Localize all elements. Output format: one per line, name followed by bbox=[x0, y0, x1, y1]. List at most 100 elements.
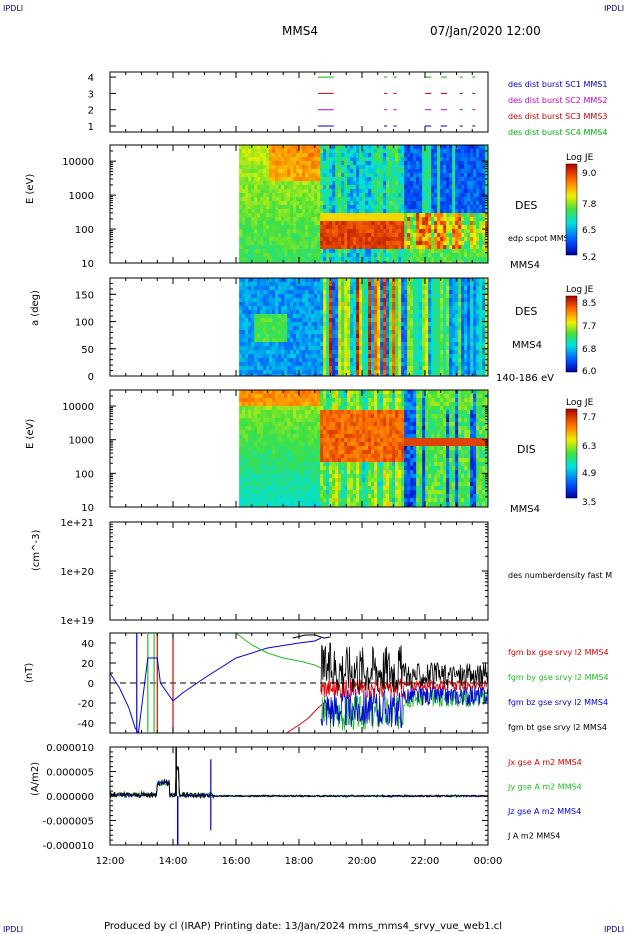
heat-cell bbox=[389, 205, 393, 210]
heat-cell bbox=[248, 237, 252, 242]
heat-cell bbox=[335, 290, 339, 295]
heat-cell bbox=[443, 237, 447, 242]
heat-cell bbox=[371, 221, 375, 226]
heat-cell bbox=[476, 346, 480, 351]
heat-cell bbox=[410, 257, 414, 262]
heat-cell bbox=[449, 338, 453, 343]
heat-cell bbox=[308, 282, 312, 287]
heat-cell bbox=[383, 161, 387, 166]
heat-cell bbox=[449, 193, 453, 198]
heat-cell bbox=[374, 354, 378, 359]
heat-cell bbox=[377, 209, 381, 214]
heat-cell bbox=[467, 245, 471, 250]
heat-cell bbox=[305, 306, 309, 311]
heat-cell bbox=[239, 298, 243, 303]
heat-cell bbox=[260, 225, 264, 230]
heat-cell bbox=[269, 233, 273, 238]
heat-cell bbox=[242, 482, 246, 487]
heat-cell bbox=[398, 338, 402, 343]
heat-cell bbox=[374, 249, 378, 254]
heat-cell bbox=[452, 197, 456, 202]
heat-cell bbox=[275, 334, 279, 339]
heat-cell bbox=[377, 318, 381, 323]
heat-cell bbox=[485, 249, 488, 254]
heat-cell bbox=[470, 302, 474, 307]
heat-cell bbox=[278, 165, 282, 170]
heat-cell bbox=[341, 157, 345, 162]
heat-cell bbox=[314, 253, 318, 258]
heat-cell bbox=[302, 161, 306, 166]
heat-cell bbox=[308, 290, 312, 295]
heat-cell bbox=[479, 330, 483, 335]
heat-cell bbox=[323, 318, 327, 323]
heat-cell bbox=[362, 306, 366, 311]
heat-cell bbox=[353, 225, 357, 230]
heat-cell bbox=[467, 209, 471, 214]
heat-cell bbox=[305, 346, 309, 351]
heat-cell bbox=[431, 209, 435, 214]
heat-cell bbox=[311, 286, 315, 291]
heat-cell bbox=[353, 165, 357, 170]
heat-cell bbox=[419, 213, 423, 218]
heat-cell bbox=[269, 310, 273, 315]
heat-cell bbox=[380, 306, 384, 311]
heat-cell bbox=[326, 314, 330, 319]
heat-cell bbox=[353, 306, 357, 311]
heat-cell bbox=[266, 286, 270, 291]
heat-cell bbox=[428, 229, 432, 234]
heat-cell bbox=[341, 253, 345, 258]
heat-cell bbox=[338, 157, 342, 162]
heat-cell bbox=[260, 294, 264, 299]
heat-cell bbox=[254, 253, 258, 258]
heat-cell bbox=[320, 149, 324, 154]
heat-cell bbox=[353, 197, 357, 202]
heat-cell bbox=[323, 157, 327, 162]
heat-cell bbox=[359, 201, 363, 206]
heat-cell bbox=[479, 354, 483, 359]
heat-cell bbox=[248, 278, 252, 283]
heat-cell bbox=[398, 237, 402, 242]
heat-cell bbox=[278, 201, 282, 206]
heat-cell bbox=[404, 197, 408, 202]
heat-cell bbox=[473, 298, 477, 303]
heat-cell bbox=[335, 233, 339, 238]
colorbar-tick: 6.5 bbox=[582, 226, 596, 236]
heat-cell bbox=[359, 153, 363, 158]
heat-cell bbox=[428, 237, 432, 242]
heat-cell bbox=[245, 470, 249, 475]
heat-cell bbox=[242, 217, 246, 222]
heat-cell bbox=[347, 153, 351, 158]
heat-cell bbox=[344, 185, 348, 190]
heat-cell bbox=[440, 157, 444, 162]
heat-cell bbox=[260, 237, 264, 242]
heat-cell bbox=[446, 205, 450, 210]
heat-cell bbox=[437, 217, 441, 222]
heat-cell bbox=[425, 253, 429, 258]
heat-cell bbox=[446, 306, 450, 311]
heat-cell bbox=[368, 249, 372, 254]
heat-cell bbox=[353, 229, 357, 234]
heat-cell bbox=[476, 298, 480, 303]
heat-cell bbox=[290, 145, 294, 150]
heat-cell bbox=[476, 161, 480, 166]
heat-cell bbox=[389, 286, 393, 291]
heat-cell bbox=[323, 149, 327, 154]
heat-cell bbox=[275, 286, 279, 291]
heat-cell bbox=[476, 310, 480, 315]
heat-cell bbox=[242, 458, 246, 463]
heat-cell bbox=[254, 298, 258, 303]
heat-cell bbox=[455, 205, 459, 210]
heat-cell bbox=[380, 294, 384, 299]
heat-cell bbox=[392, 221, 396, 226]
heat-cell bbox=[347, 161, 351, 166]
heat-cell bbox=[326, 185, 330, 190]
heat-cell bbox=[386, 177, 390, 182]
heat-cell bbox=[341, 314, 345, 319]
heat-cell bbox=[341, 229, 345, 234]
heat-cell bbox=[398, 197, 402, 202]
heat-cell bbox=[293, 161, 297, 166]
des-energy-spacecraft: MMS4 bbox=[510, 260, 540, 271]
heat-cell bbox=[317, 278, 321, 283]
heat-cell bbox=[422, 306, 426, 311]
heat-cell bbox=[269, 205, 273, 210]
